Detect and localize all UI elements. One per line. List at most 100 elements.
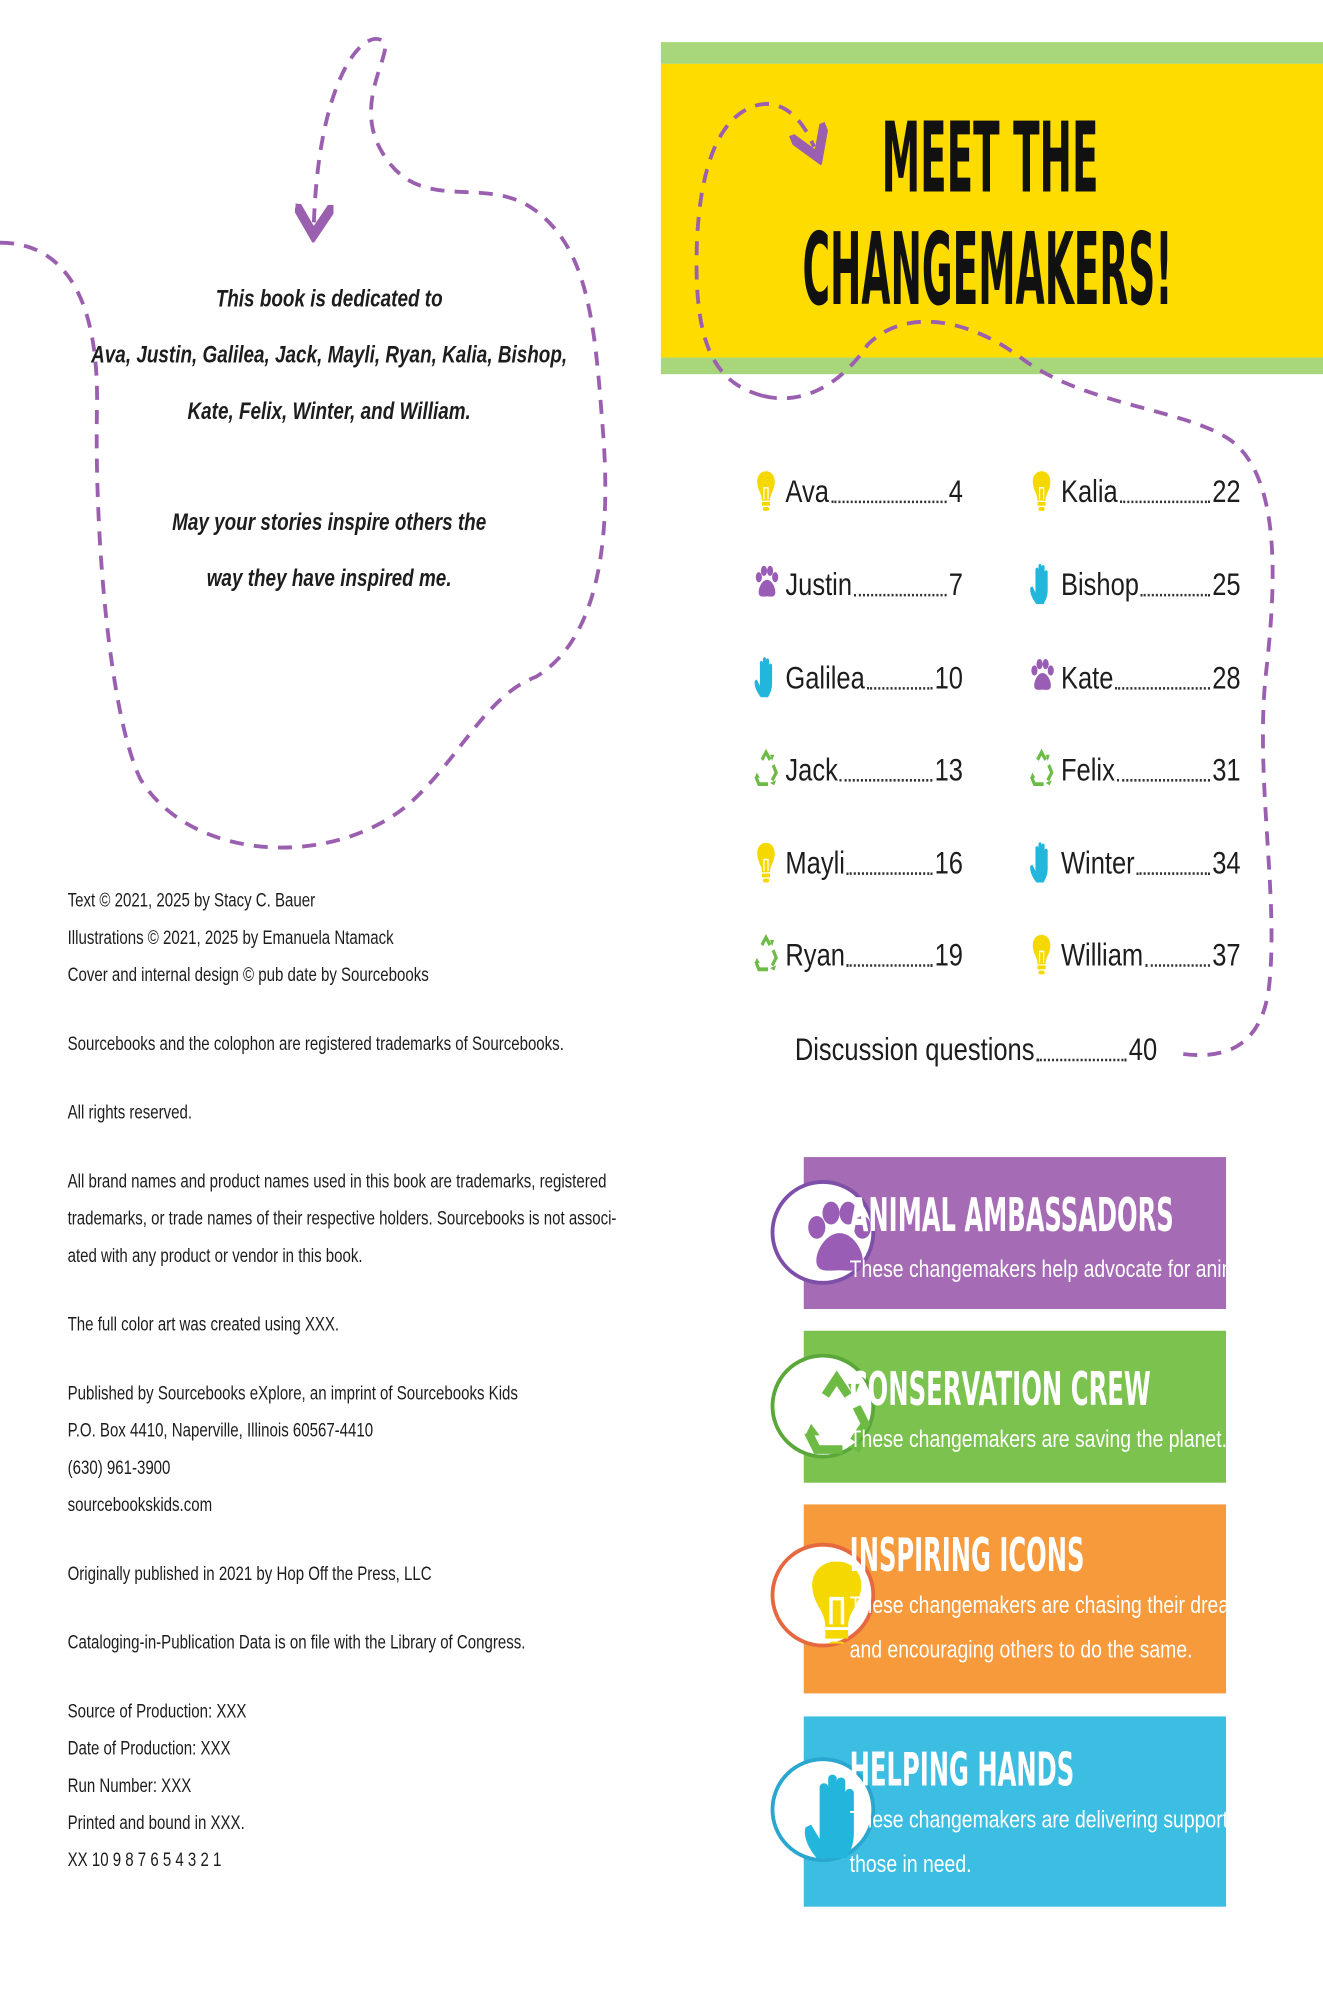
- icon-bulb: [753, 469, 780, 512]
- entry-page: 37: [1212, 937, 1241, 974]
- category-title: CONSERVATION CREW: [850, 1362, 1151, 1416]
- entry-page: 31: [1212, 752, 1241, 788]
- category-title: ANIMAL AMBASSADORS: [850, 1188, 1174, 1242]
- leader: [1136, 872, 1211, 875]
- entry-name: Justin: [785, 567, 853, 603]
- entry-page: 7: [948, 567, 963, 603]
- entry-name: Galilea: [785, 660, 865, 697]
- copyright-line: ated with any product or vendor in this …: [67, 1245, 363, 1267]
- copyright-line: Printed and bound in XXX.: [67, 1812, 245, 1834]
- banner: [660, 63, 1323, 358]
- category-title: HELPING HANDS: [850, 1742, 1075, 1796]
- copyright-paragraph: All brand names and product names used i…: [67, 1170, 617, 1281]
- dedication-line: Ava, Justin, Galilea, Jack, Mayli, Ryan,…: [91, 342, 568, 370]
- copyright-line: Cover and internal design © pub date by …: [67, 964, 429, 986]
- entry-page: 4: [948, 473, 963, 510]
- entry-page: 10: [934, 660, 963, 697]
- copyright-paragraph: Sourcebooks and the colophon are registe…: [68, 1032, 611, 1069]
- category-title-text: CONSERVATION CREW: [850, 1362, 1151, 1416]
- toc-title: MEET THE CHANGEMAKERS!: [802, 102, 1172, 328]
- entry-name: Kalia: [1060, 473, 1118, 510]
- icon-bulb: [753, 840, 780, 883]
- copyright-line: All rights reserved.: [67, 1102, 193, 1124]
- toc-entry: Jack 13: [753, 748, 963, 789]
- category-icon: [770, 1542, 876, 1648]
- copyright-paragraph: All rights reserved.: [68, 1101, 611, 1138]
- desc-line: and encouraging others to do the same.: [849, 1637, 1193, 1665]
- toc-entry: William 37: [1028, 932, 1241, 975]
- icon-bulb: [1028, 932, 1055, 975]
- leader: [1119, 500, 1211, 504]
- category-icon: [770, 1757, 876, 1862]
- icon-hand: [1028, 840, 1055, 883]
- dedication-line: Kate, Felix, Winter, and William.: [187, 398, 471, 426]
- leader: [839, 779, 933, 782]
- banner-stripe: [660, 42, 1323, 64]
- icon-paw: [753, 562, 780, 605]
- icon-recycle: [1028, 747, 1055, 790]
- icon-recycle: [753, 747, 780, 790]
- category-desc: These changemakers are saving the planet…: [850, 1418, 1227, 1463]
- entry-name: Bishop: [1060, 567, 1139, 603]
- copyright-line: Date of Production: XXX: [67, 1738, 231, 1760]
- entry-page: 28: [1212, 660, 1241, 697]
- leader: [846, 872, 933, 875]
- category-title-text: ANIMAL AMBASSADORS: [850, 1188, 1174, 1242]
- leader: [1141, 593, 1211, 597]
- dedication-paragraph: This book is dedicated to Ava, Justin, Ga…: [31, 284, 628, 453]
- entry-page: 19: [934, 937, 963, 974]
- entry-name: William: [1060, 937, 1144, 974]
- category-box: INSPIRING ICONS These changemakers are c…: [770, 1504, 1255, 1694]
- leader: [866, 687, 933, 690]
- category-icon: [770, 1180, 876, 1285]
- toc-title-line: MEET THE: [882, 102, 1099, 215]
- copyright-line: Cataloging-in-Publication Data is on fil…: [67, 1632, 526, 1654]
- toc-title-line: CHANGEMAKERS!: [802, 213, 1172, 328]
- entry-page: 13: [934, 752, 963, 788]
- toc-entry: Bishop 25: [1028, 563, 1241, 604]
- copyright-line: Originally published in 2021 by Hop Off …: [67, 1563, 432, 1585]
- toc-discussion: Discussion questions 40: [795, 1028, 1157, 1069]
- toc-entry: Ava 4: [753, 470, 963, 511]
- leader: [1145, 964, 1211, 967]
- entry-page: 40: [1128, 1031, 1158, 1068]
- leader: [847, 964, 933, 967]
- copyright-line: Published by Sourcebooks eXplore, an imp…: [67, 1383, 518, 1405]
- copyright-line: XX 10 9 8 7 6 5 4 3 2 1: [67, 1849, 222, 1871]
- copyright-line: Source of Production: XXX: [67, 1701, 247, 1723]
- desc-line: These changemakers are saving the planet…: [849, 1426, 1227, 1454]
- copyright-block: Text © 2021, 2025 by Stacy C. Bauer Illus…: [67, 889, 617, 1917]
- copyright-line: Sourcebooks and the colophon are registe…: [67, 1033, 564, 1055]
- toc-entry: Ryan 19: [753, 934, 963, 975]
- dedication-paragraph: May your stories inspire others the way t…: [31, 507, 628, 619]
- toc-entry: Felix 31: [1028, 747, 1241, 790]
- entry-name: Ryan: [785, 937, 845, 974]
- leader: [854, 593, 947, 597]
- entry-name: Kate: [1060, 660, 1114, 697]
- copyright-paragraph: Published by Sourcebooks eXplore, an imp…: [68, 1382, 611, 1530]
- category-desc: These changemakers are delivering suppor…: [850, 1798, 1250, 1887]
- category-title-text: HELPING HANDS: [850, 1742, 1075, 1796]
- leader: [830, 500, 947, 504]
- toc-entry: Justin 7: [753, 563, 963, 604]
- icon-hand: [753, 655, 780, 698]
- banner-stripe: [660, 357, 1323, 375]
- toc-entry: Mayli 16: [753, 842, 963, 883]
- copyright-line: (630) 961-3900: [67, 1457, 171, 1479]
- toc-entry: Kate 28: [1028, 656, 1241, 697]
- dedication-text: This book is dedicated to Ava, Justin, Ga…: [31, 284, 628, 675]
- entry-page: 25: [1212, 567, 1241, 603]
- entry-name: Jack: [785, 752, 838, 788]
- toc-entry: Kalia 22: [1028, 470, 1241, 511]
- category-icon: [770, 1353, 876, 1459]
- entry-name: Felix: [1060, 752, 1115, 788]
- category-title: INSPIRING ICONS: [850, 1528, 1085, 1582]
- copyright-line: Illustrations © 2021, 2025 by Emanuela N…: [67, 927, 394, 949]
- copyright-line: All brand names and product names used i…: [67, 1171, 607, 1193]
- category-box: CONSERVATION CREW These changemakers are…: [770, 1330, 1227, 1483]
- copyright-line: Text © 2021, 2025 by Stacy C. Bauer: [67, 890, 316, 912]
- category-desc: These changemakers help advocate for ani…: [850, 1248, 1268, 1293]
